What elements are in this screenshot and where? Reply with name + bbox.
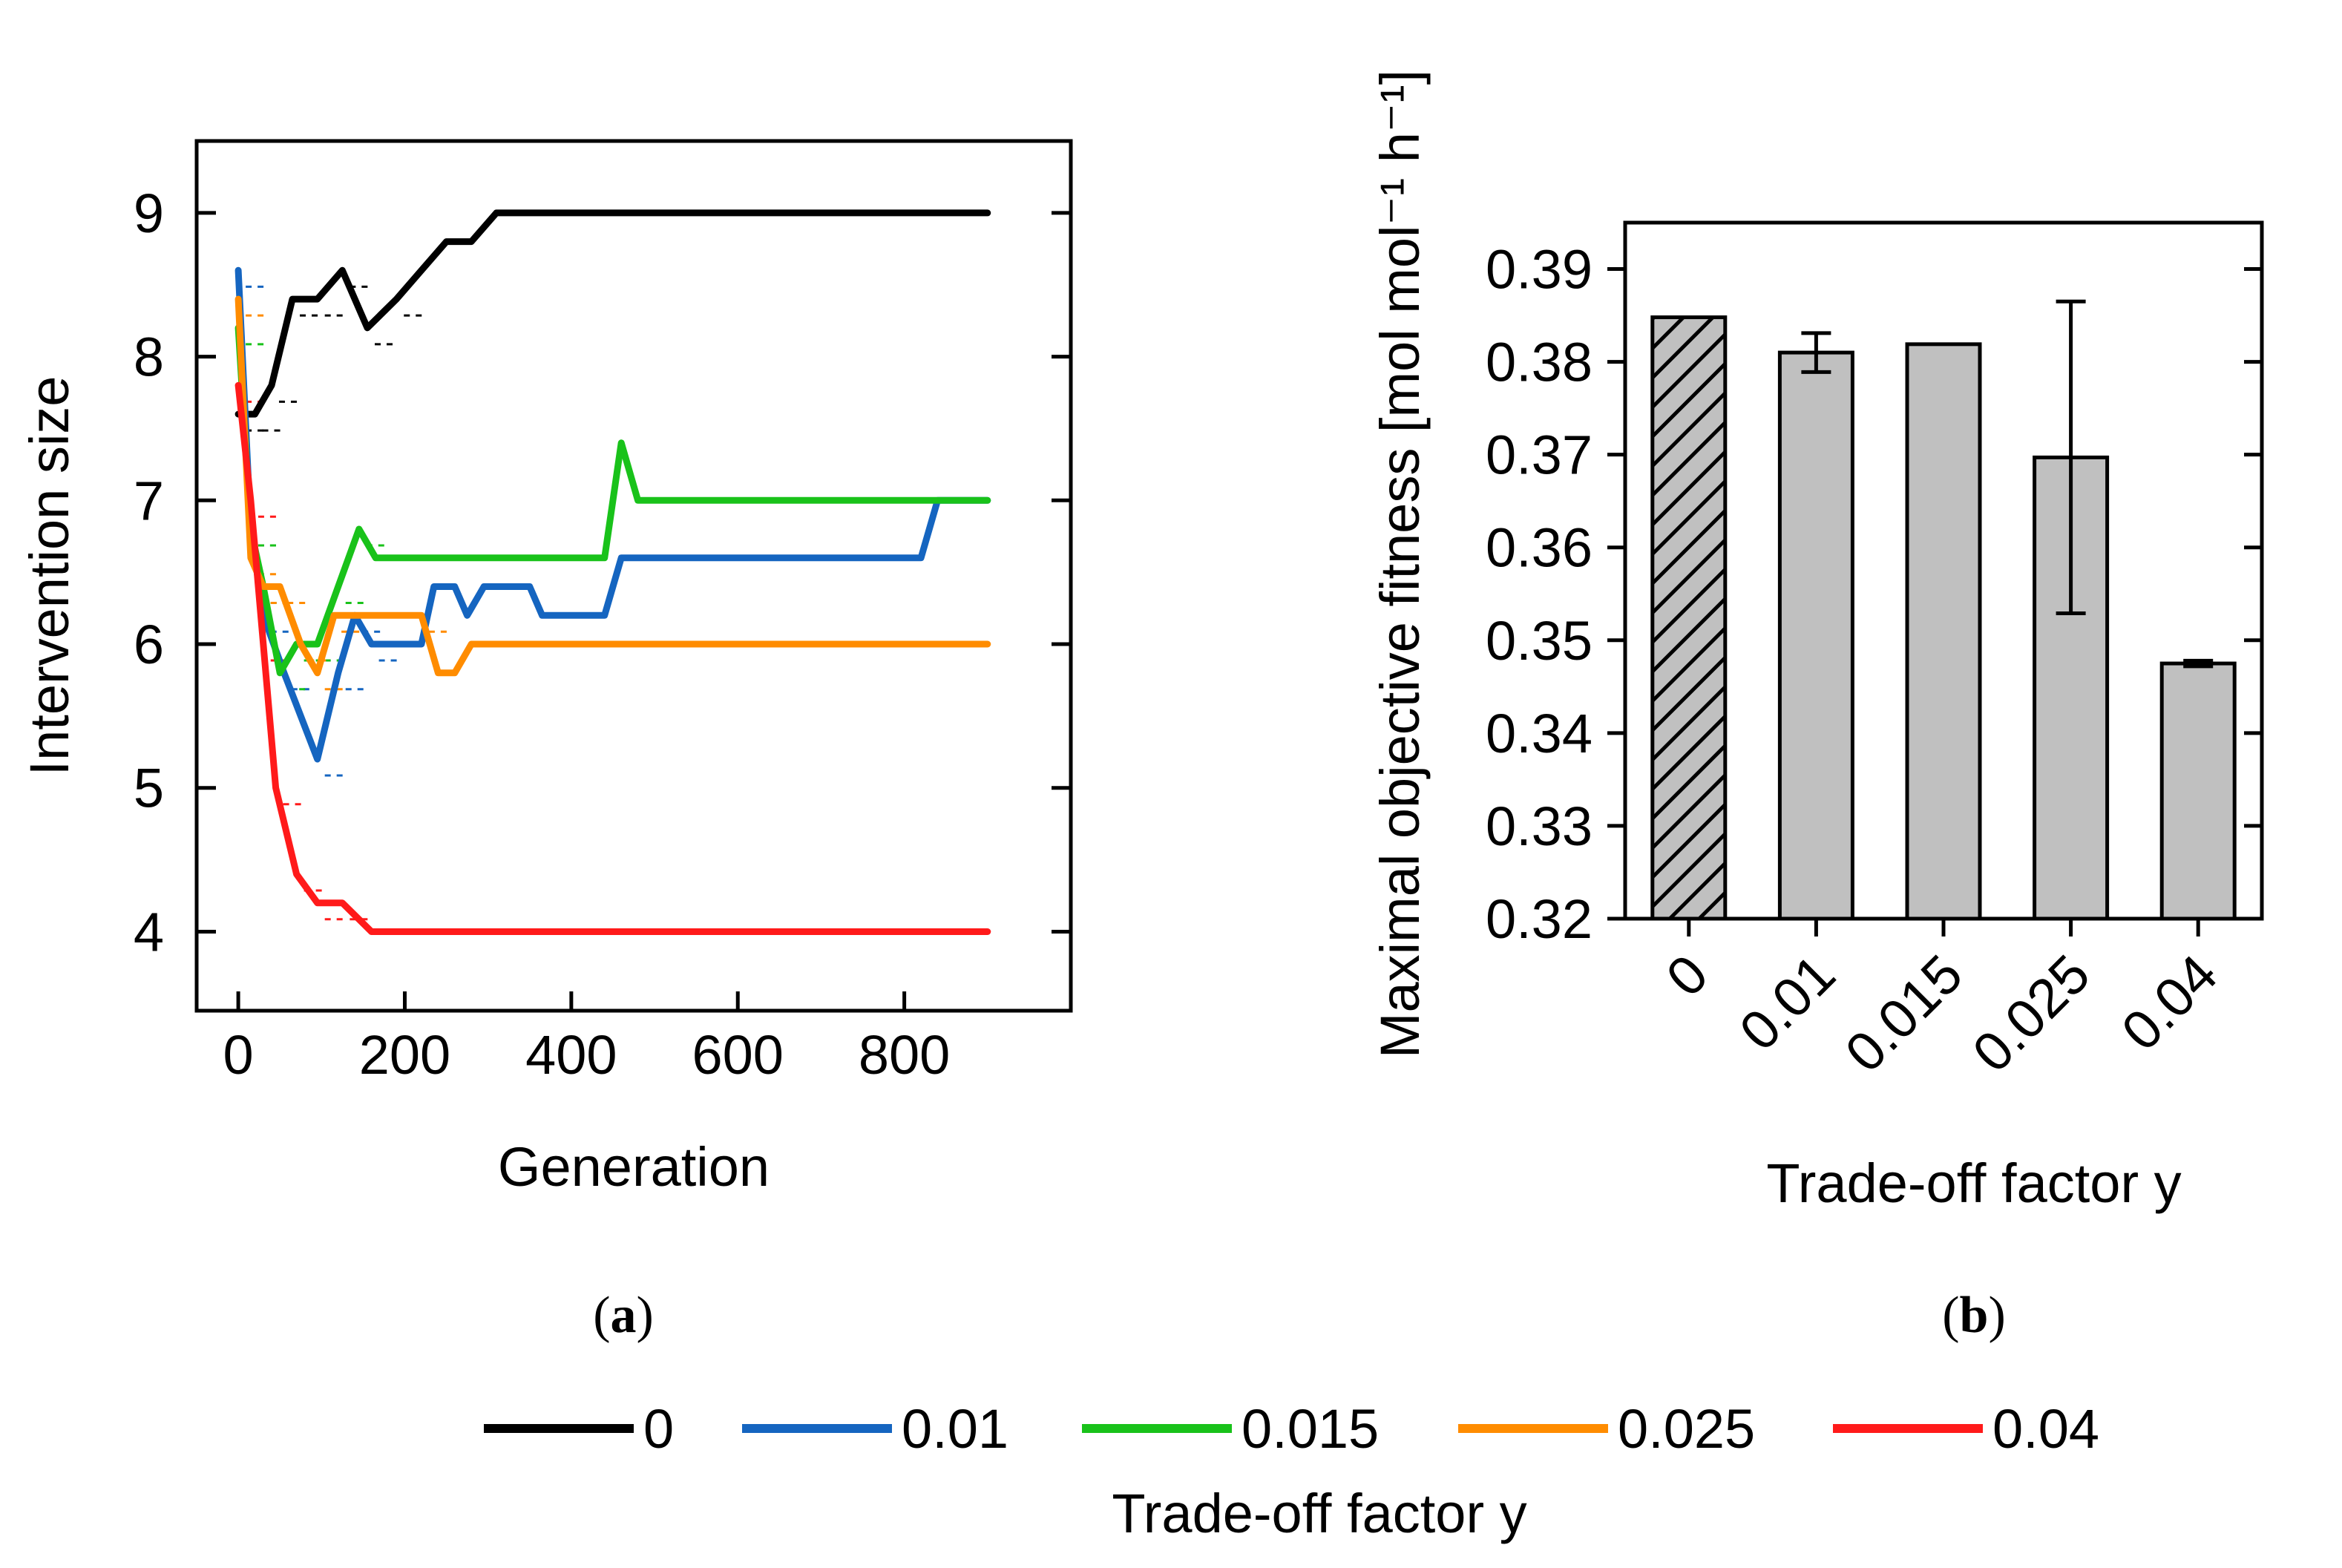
panel-b-bars <box>1650 315 2237 921</box>
panel-a-x-tick-label: 0 <box>223 1024 254 1086</box>
panel-b-x-tick-label: 0.025 <box>1961 943 2102 1084</box>
panel-b-x-tick-label: 0.015 <box>1834 943 1975 1084</box>
panel-a-y-tick-label: 7 <box>134 470 164 531</box>
series-line-0 <box>234 209 991 418</box>
panel-a-frame <box>194 139 1073 1013</box>
panel-b-y-axis-title: Maximal objective fitness [mol mol⁻¹ h⁻¹… <box>1369 70 1431 1058</box>
panel-a-y-tick-label: 6 <box>134 614 164 675</box>
panel-b-y-tick-label: 0.35 <box>1486 610 1593 672</box>
legend-title: Trade-off factor y <box>1112 1483 1526 1544</box>
panel-b-y-tick-label: 0.33 <box>1486 796 1593 857</box>
panel-b-label-letter: b <box>1960 1287 1989 1344</box>
panel-a-reference-dashes <box>246 285 451 921</box>
panel-b-x-tick-label: 0.01 <box>1728 943 1847 1063</box>
series-line-0.01 <box>234 266 991 763</box>
panel-a-series <box>234 209 991 935</box>
panel-a-x-axis-title: Generation <box>498 1136 770 1198</box>
panel-a-x-tick-label: 800 <box>859 1024 950 1086</box>
panel-b-y-tick-label: 0.36 <box>1486 517 1593 579</box>
panel-b-y-tick-label: 0.34 <box>1486 703 1593 764</box>
panel-a-y-tick-label: 9 <box>134 183 164 244</box>
bar-0.015 <box>1905 342 1982 921</box>
panel-a-label-letter: a <box>611 1287 637 1344</box>
panel-a-y-tick-label: 8 <box>134 327 164 388</box>
legend-label-0.015: 0.015 <box>1241 1398 1379 1460</box>
panel-b-y-tick-label: 0.38 <box>1486 332 1593 393</box>
panel-b-x-tick-label: 0.04 <box>2110 943 2229 1063</box>
series-line-0.04 <box>234 381 991 935</box>
panel-a-x-tick-label: 200 <box>359 1024 450 1086</box>
panel-b-y-tick-label: 0.32 <box>1486 888 1593 950</box>
bar-0 <box>1650 315 1728 921</box>
panel-b-label: (b) <box>1942 1287 2006 1344</box>
panel-a-y-axis-title: Intervention size <box>19 376 80 776</box>
bar-0.01 <box>1777 350 1854 921</box>
panel-a-y-tick-label: 5 <box>134 758 164 819</box>
panel-a-line-chart: 0 200 400 600 800 4 5 6 7 8 9 Intervention size Ge… <box>19 139 1073 1344</box>
legend-label-0.04: 0.04 <box>1992 1398 2099 1460</box>
panel-a-label-close: ) <box>637 1287 654 1344</box>
panel-a-x-tick-label: 600 <box>692 1024 784 1086</box>
panel-b-y-tick-label: 0.37 <box>1486 424 1593 486</box>
panel-b-x-axis-title: Trade-off factor y <box>1766 1152 2181 1214</box>
bar-0.04 <box>2159 661 2237 921</box>
panel-a-y-tick-label: 4 <box>134 901 164 962</box>
legend-label-0: 0 <box>643 1398 674 1460</box>
panel-b-y-tick-label: 0.39 <box>1486 239 1593 301</box>
panel-b-x-tick-label: 0 <box>1654 943 1719 1008</box>
legend-label-0.01: 0.01 <box>902 1398 1008 1460</box>
panel-b-label-open: ( <box>1942 1287 1959 1344</box>
panel-b-error-bars <box>1801 299 2214 669</box>
panel-a-x-tick-label: 400 <box>525 1024 617 1086</box>
legend: 0 0.01 0.015 0.025 0.04 <box>484 1398 2099 1460</box>
legend-label-0.025: 0.025 <box>1618 1398 1755 1460</box>
panel-a-label-open: ( <box>593 1287 610 1344</box>
panel-b-label-close: ) <box>1988 1287 2005 1344</box>
panel-a-ticks: 0 200 400 600 800 4 5 6 7 8 9 <box>134 183 1071 1086</box>
panel-a-label: (a) <box>593 1287 654 1344</box>
